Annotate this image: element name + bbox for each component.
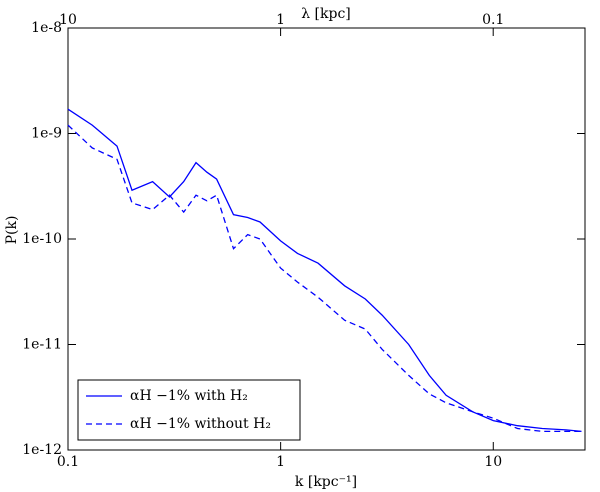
x-tick-label: 1 <box>276 454 285 470</box>
y-tick-label: 1e-8 <box>31 20 62 36</box>
y-tick-label: 1e-9 <box>31 126 62 142</box>
x-tick-label: 10 <box>484 454 502 470</box>
x2-tick-label: 0.1 <box>482 12 504 28</box>
x-tick-label: 0.1 <box>57 454 79 470</box>
series-line <box>67 124 582 433</box>
x2-axis-label: λ [kpc] <box>301 6 351 22</box>
legend-label: αH −1% without H₂ <box>130 416 271 432</box>
y-tick-label: 1e-11 <box>22 337 62 353</box>
x-axis-label: k [kpc⁻¹] <box>295 474 357 490</box>
x2-tick-label: 10 <box>59 12 77 28</box>
legend-label: αH −1% with H₂ <box>130 388 248 404</box>
y-tick-label: 1e-10 <box>22 231 62 247</box>
series-line <box>67 108 582 433</box>
legend-box <box>77 379 301 441</box>
x2-tick-label: 1 <box>276 12 285 28</box>
y-axis-label: P(k) <box>4 216 20 245</box>
y-tick-label: 1e-12 <box>22 442 62 458</box>
